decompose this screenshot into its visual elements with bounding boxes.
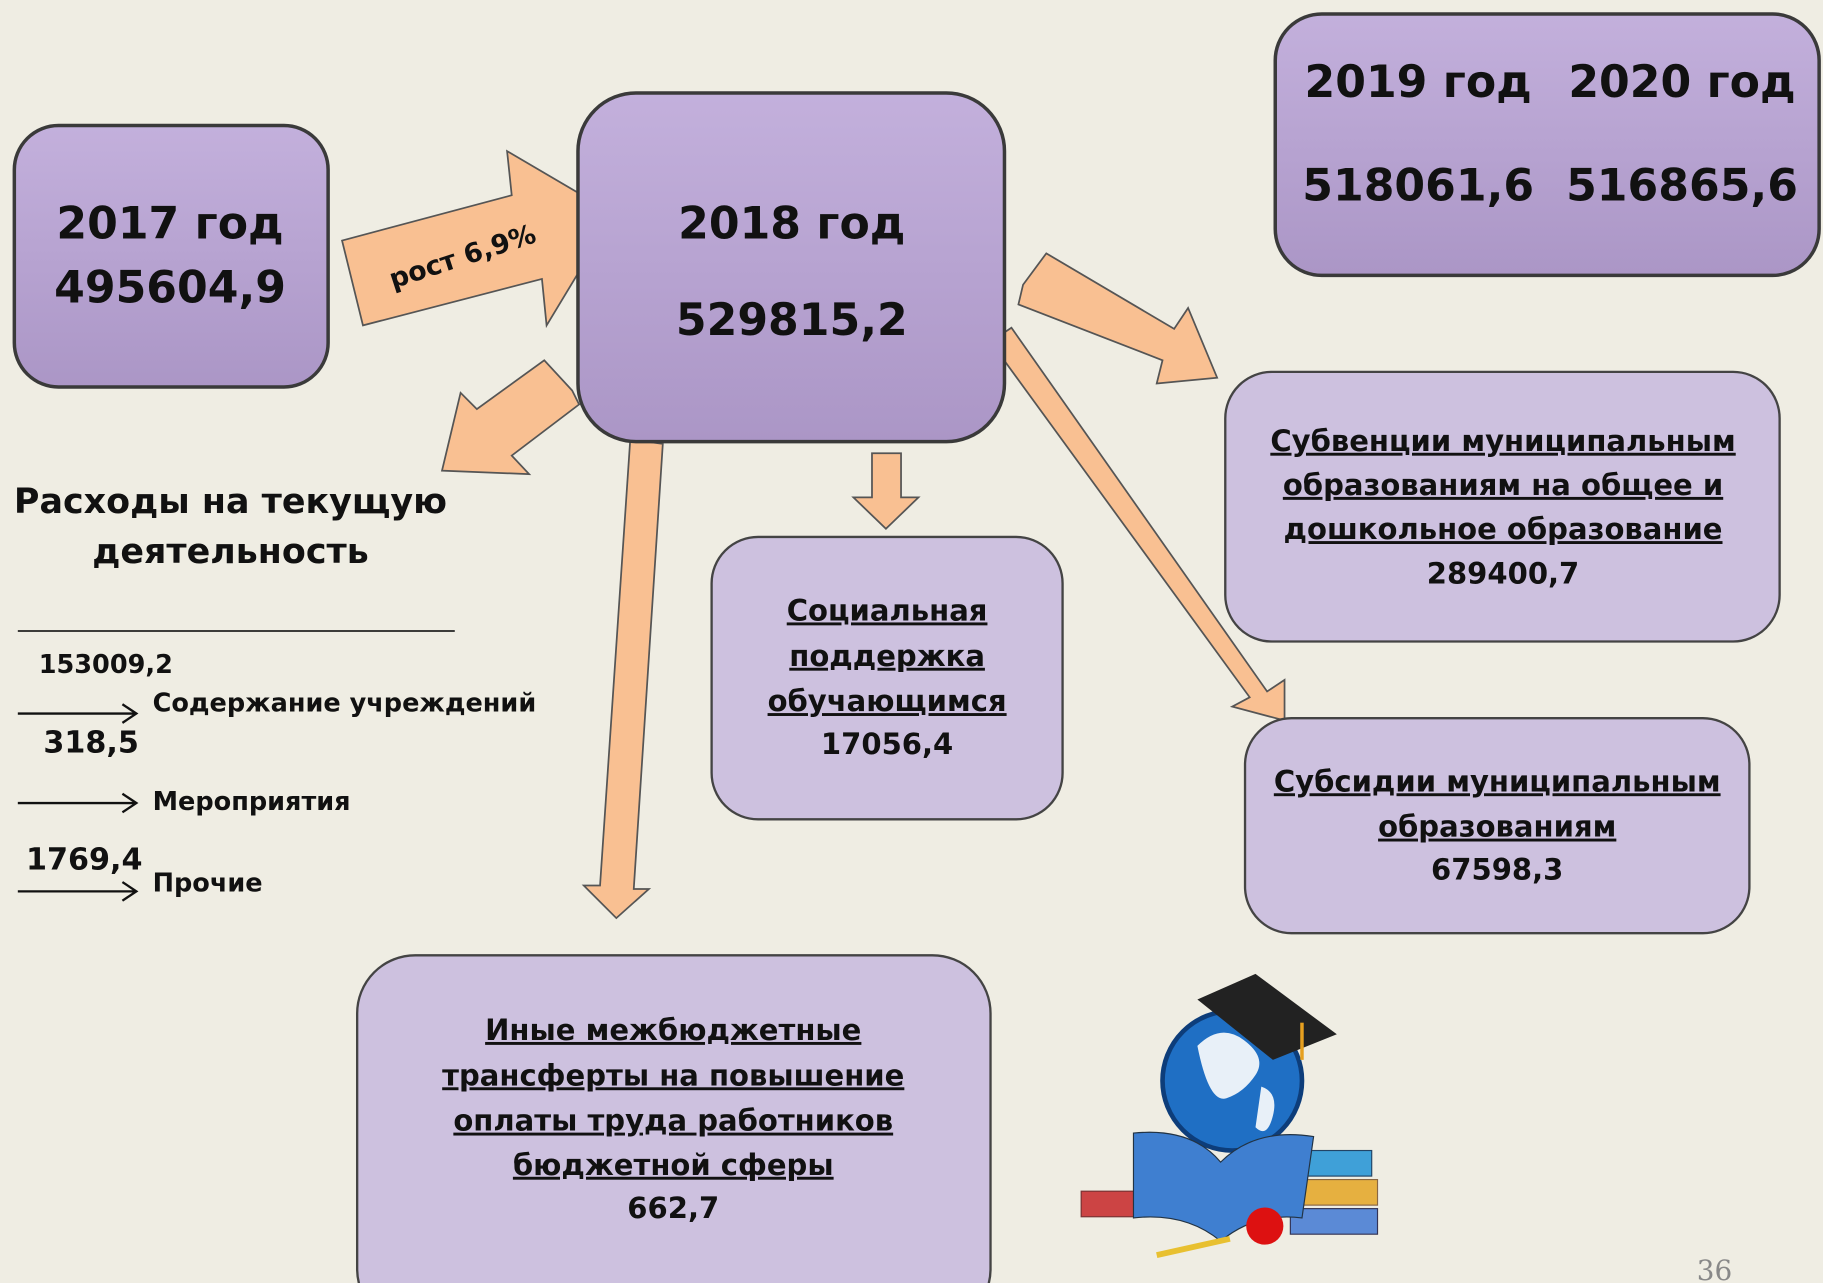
arrow <box>581 438 664 920</box>
arrow <box>989 326 1286 722</box>
line: Социальная <box>787 593 988 627</box>
value: 662,7 <box>627 1191 719 1225</box>
label: 2019 год <box>1305 57 1532 108</box>
title: Расходы на текущую <box>14 482 447 522</box>
label: Мероприятия <box>153 787 351 817</box>
label: 2020 год <box>1568 57 1795 108</box>
line: Иные межбюджетные <box>485 1013 861 1047</box>
globe-illustration <box>1080 973 1379 1258</box>
line: дошкольное образование <box>1284 512 1723 546</box>
label: Содержание учреждений <box>153 688 537 718</box>
box-2018 <box>576 91 1007 444</box>
line: Субвенции муниципальным <box>1270 424 1735 458</box>
subsidies-box <box>1243 717 1751 935</box>
value: 289400,7 <box>1427 556 1580 590</box>
subventions-box <box>1224 370 1781 643</box>
page-number: 36 <box>1697 1254 1732 1283</box>
arrow <box>440 359 581 476</box>
line: оплаты труда работников <box>453 1104 893 1138</box>
arrow <box>851 452 921 530</box>
line: трансферты на повышение <box>442 1058 904 1092</box>
value: 518061,6 <box>1302 160 1534 211</box>
value: 67598,3 <box>1431 853 1563 887</box>
line: образованиям <box>1378 810 1616 844</box>
line: обучающимся <box>768 684 1007 718</box>
value: 516865,6 <box>1566 160 1798 211</box>
label: 2017 год <box>56 199 283 250</box>
value: 495604,9 <box>54 263 286 314</box>
value: 17056,4 <box>821 727 953 761</box>
value: 318,5 <box>43 725 139 760</box>
small-arrows <box>17 703 139 902</box>
line: поддержка <box>789 639 985 673</box>
social-box <box>710 535 1064 821</box>
value: 153009,2 <box>39 650 173 680</box>
label: Прочие <box>153 868 263 898</box>
line: бюджетной сферы <box>513 1148 834 1182</box>
forecast-box <box>1273 12 1821 278</box>
value: 1769,4 <box>26 843 143 878</box>
arrow <box>1017 252 1219 385</box>
line: образованиям на общее и <box>1283 468 1723 502</box>
label: 2018 год <box>678 199 905 250</box>
transfers-box <box>356 954 992 1283</box>
line: Субсидии муниципальным <box>1274 764 1721 798</box>
box-2017 <box>12 123 330 389</box>
title: деятельность <box>92 532 369 572</box>
value: 529815,2 <box>676 295 908 346</box>
